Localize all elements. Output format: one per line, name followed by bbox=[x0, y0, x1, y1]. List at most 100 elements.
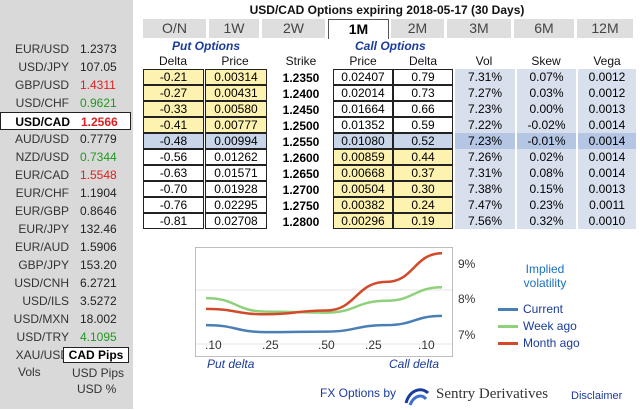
put-delta-cell[interactable]: -0.27 bbox=[143, 85, 204, 101]
vega-cell: 0.0010 bbox=[578, 213, 636, 229]
legend-swatch bbox=[498, 308, 518, 312]
put-price-cell[interactable]: 0.00777 bbox=[205, 117, 267, 133]
call-price-cell[interactable]: 0.00382 bbox=[333, 197, 393, 213]
call-delta-cell[interactable]: 0.24 bbox=[393, 197, 453, 213]
xtick-label: .10 bbox=[205, 338, 222, 352]
put-delta-cell[interactable]: -0.41 bbox=[143, 117, 204, 133]
strike-cell: 1.2650 bbox=[282, 167, 320, 181]
pair-usd-cnh[interactable]: USD/CNH 6.2721 bbox=[0, 274, 131, 292]
pair-eur-jpy[interactable]: EUR/JPY 132.46 bbox=[0, 220, 131, 238]
put-delta-cell[interactable]: -0.56 bbox=[143, 149, 204, 165]
tab-2w[interactable]: 2W bbox=[262, 19, 326, 38]
pair-nzd-usd[interactable]: NZD/USD 0.7344 bbox=[0, 148, 131, 166]
tab-1m[interactable]: 1M bbox=[328, 19, 389, 39]
call-delta-cell[interactable]: 0.59 bbox=[393, 117, 453, 133]
vol-header: Vol bbox=[475, 54, 493, 68]
skew-cell: 0.02% bbox=[517, 149, 576, 165]
pair-usd-jpy[interactable]: USD/JPY 107.05 bbox=[0, 58, 131, 76]
call-delta-cell[interactable]: 0.66 bbox=[393, 101, 453, 117]
pair-usd-chf[interactable]: USD/CHF 0.9621 bbox=[0, 94, 131, 112]
call-price-cell[interactable]: 0.02014 bbox=[333, 85, 393, 101]
pair-usd-mxn[interactable]: USD/MXN 18.002 bbox=[0, 310, 131, 328]
put-price-cell[interactable]: 0.00994 bbox=[205, 133, 267, 149]
skew-cell: 0.23% bbox=[517, 197, 576, 213]
call-delta-cell[interactable]: 0.44 bbox=[393, 149, 453, 165]
put-price-cell[interactable]: 0.02295 bbox=[205, 197, 267, 213]
strike-cell: 1.2700 bbox=[282, 183, 320, 197]
call-price-cell[interactable]: 0.01352 bbox=[333, 117, 393, 133]
pair-name: USD/MXN bbox=[13, 312, 69, 326]
tab-2m[interactable]: 2M bbox=[391, 19, 445, 38]
tab-1w[interactable]: 1W bbox=[209, 19, 260, 38]
vol-cell: 7.31% bbox=[455, 69, 515, 85]
pair-name: EUR/GBP bbox=[14, 204, 69, 218]
vega-cell: 0.0012 bbox=[578, 69, 636, 85]
put-price-cell[interactable]: 0.00580 bbox=[205, 101, 267, 117]
put-delta-cell[interactable]: -0.48 bbox=[143, 133, 204, 149]
pair-rate: 18.002 bbox=[80, 312, 117, 326]
put-price-cell[interactable]: 0.01928 bbox=[205, 181, 267, 197]
pair-rate: 1.1904 bbox=[80, 186, 117, 200]
put-delta-cell[interactable]: -0.70 bbox=[143, 181, 204, 197]
put-price-cell[interactable]: 0.00431 bbox=[205, 85, 267, 101]
legend-swatch bbox=[498, 325, 518, 329]
pair-eur-aud[interactable]: EUR/AUD 1.5906 bbox=[0, 238, 131, 256]
tab-on[interactable]: O/N bbox=[143, 19, 207, 38]
pair-eur-usd[interactable]: EUR/USD 1.2373 bbox=[0, 40, 131, 58]
call-price-cell[interactable]: 0.00296 bbox=[333, 213, 393, 229]
call-price-cell[interactable]: 0.00859 bbox=[333, 149, 393, 165]
call-delta-cell[interactable]: 0.30 bbox=[393, 181, 453, 197]
put-delta-header: Delta bbox=[158, 54, 187, 68]
strike-cell: 1.2350 bbox=[282, 71, 320, 85]
implied-vol-plot bbox=[196, 252, 452, 345]
pair-rate: 0.7779 bbox=[80, 132, 117, 146]
put-delta-cell[interactable]: -0.33 bbox=[143, 101, 204, 117]
series-line-month-ago bbox=[205, 252, 443, 316]
pair-name: GBP/JPY bbox=[18, 258, 69, 272]
put-price-cell[interactable]: 0.02708 bbox=[205, 213, 267, 229]
legend-title-line-2: volatility bbox=[523, 276, 567, 290]
pair-eur-gbp[interactable]: EUR/GBP 0.8646 bbox=[0, 202, 131, 220]
call-delta-cell[interactable]: 0.52 bbox=[393, 133, 453, 149]
put-price-cell[interactable]: 0.01262 bbox=[205, 149, 267, 165]
ytick-7: 7% bbox=[458, 328, 476, 342]
call-price-cell[interactable]: 0.00504 bbox=[333, 181, 393, 197]
put-delta-cell[interactable]: -0.21 bbox=[143, 69, 204, 85]
put-price-cell[interactable]: 0.00314 bbox=[205, 69, 267, 85]
footer-prefix: FX Options by bbox=[320, 386, 397, 400]
put-price-cell[interactable]: 0.01571 bbox=[205, 165, 267, 181]
call-delta-cell[interactable]: 0.79 bbox=[393, 69, 453, 85]
usd-pct-option[interactable]: USD % bbox=[77, 382, 117, 396]
put-delta-cell[interactable]: -0.63 bbox=[143, 165, 204, 181]
call-delta-cell[interactable]: 0.37 bbox=[393, 165, 453, 181]
pair-eur-cad[interactable]: EUR/CAD 1.5548 bbox=[0, 166, 131, 184]
pair-gbp-usd[interactable]: GBP/USD 1.4311 bbox=[0, 76, 131, 94]
tab-6m[interactable]: 6M bbox=[514, 19, 575, 38]
pair-rate: 6.2721 bbox=[80, 276, 117, 290]
call-price-cell[interactable]: 0.01080 bbox=[333, 133, 393, 149]
legend-title-line-1: Implied bbox=[525, 262, 565, 276]
call-price-cell[interactable]: 0.02407 bbox=[333, 69, 393, 85]
vol-cell: 7.23% bbox=[455, 101, 515, 117]
put-delta-cell[interactable]: -0.76 bbox=[143, 197, 204, 213]
cad-pips-toggle[interactable]: CAD Pips bbox=[63, 347, 129, 363]
tab-3m[interactable]: 3M bbox=[447, 19, 512, 38]
usd-pips-option[interactable]: USD Pips bbox=[72, 366, 125, 380]
pair-usd-cad[interactable]: USD/CAD 1.2566 bbox=[0, 112, 131, 130]
pair-eur-chf[interactable]: EUR/CHF 1.1904 bbox=[0, 184, 131, 202]
call-price-cell[interactable]: 0.01664 bbox=[333, 101, 393, 117]
call-delta-cell[interactable]: 0.19 bbox=[393, 213, 453, 229]
disclaimer-link[interactable]: Disclaimer bbox=[571, 390, 623, 402]
call-price-cell[interactable]: 0.00668 bbox=[333, 165, 393, 181]
pair-rate: 0.9621 bbox=[80, 96, 117, 110]
pair-gbp-jpy[interactable]: GBP/JPY 153.20 bbox=[0, 256, 131, 274]
legend-item-week-ago: Week ago bbox=[498, 319, 577, 333]
pair-aud-usd[interactable]: AUD/USD 0.7779 bbox=[0, 130, 131, 148]
tab-12m[interactable]: 12M bbox=[577, 19, 634, 38]
call-delta-cell[interactable]: 0.73 bbox=[393, 85, 453, 101]
xtick-label: .10 bbox=[418, 338, 435, 352]
put-delta-cell[interactable]: -0.81 bbox=[143, 213, 204, 229]
vol-cell: 7.26% bbox=[455, 149, 515, 165]
pair-usd-ils[interactable]: USD/ILS 3.5272 bbox=[0, 292, 131, 310]
pair-usd-try[interactable]: USD/TRY 4.1095 bbox=[0, 328, 131, 346]
